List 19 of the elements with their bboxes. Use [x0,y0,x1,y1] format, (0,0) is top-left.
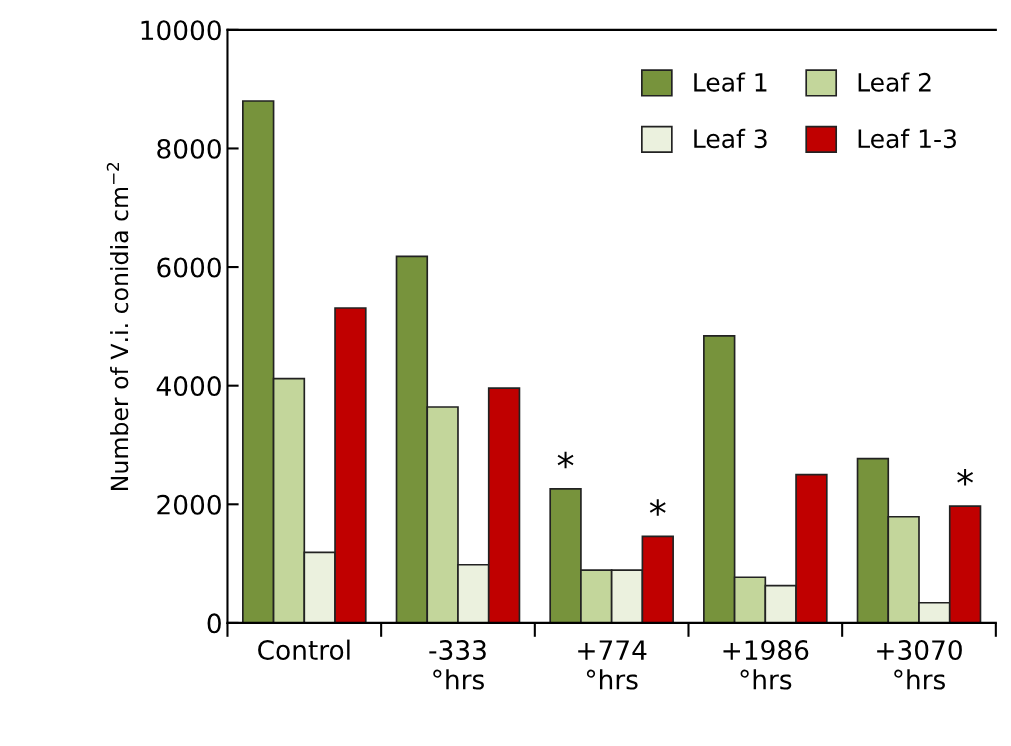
data-label: * [557,451,574,469]
y-tick-label: 0 [207,613,221,634]
legend-label: Leaf 1-3 [858,128,956,149]
data-label: * [649,499,666,516]
legend-label: Leaf 2 [858,72,931,92]
x-tick-label: Control [258,639,350,660]
data-label: * [957,468,974,486]
x-tick-label: +774 °hrs [578,640,647,690]
y-tick-label: 8000 [157,138,221,159]
y-tick-label: 10000 [141,20,221,41]
y-tick-label: 6000 [157,257,221,278]
x-tick-label: +1986 °hrs [723,640,809,690]
legend-label: Leaf 1 [694,72,767,92]
x-tick-label: +3070 °hrs [877,640,962,690]
y-axis-title: Number of V.i. conidia cm$^{−2}$ [106,163,129,490]
x-tick-label: -333 °hrs [429,640,486,690]
y-tick-label: 4000 [156,376,221,397]
legend-label: Leaf 3 [694,128,767,149]
y-tick-label: 2000 [157,494,221,515]
